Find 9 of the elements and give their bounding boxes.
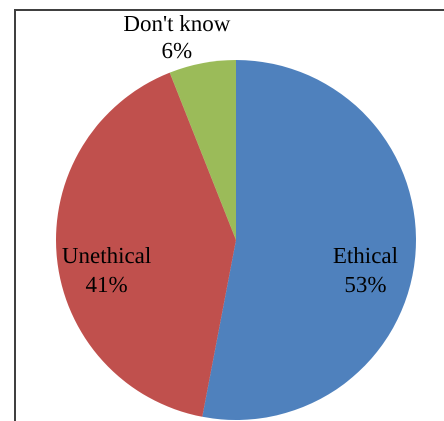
slice-label: Don't know (123, 10, 231, 36)
pie-slice (170, 60, 236, 240)
slice-label: Unethical (62, 243, 152, 268)
data-label: 6% (162, 38, 192, 63)
slice-label: Ethical (332, 243, 398, 268)
data-label: 53% (344, 272, 387, 298)
pie-slice (56, 72, 236, 417)
pie-slice (202, 60, 416, 420)
data-label: 41% (85, 272, 128, 298)
